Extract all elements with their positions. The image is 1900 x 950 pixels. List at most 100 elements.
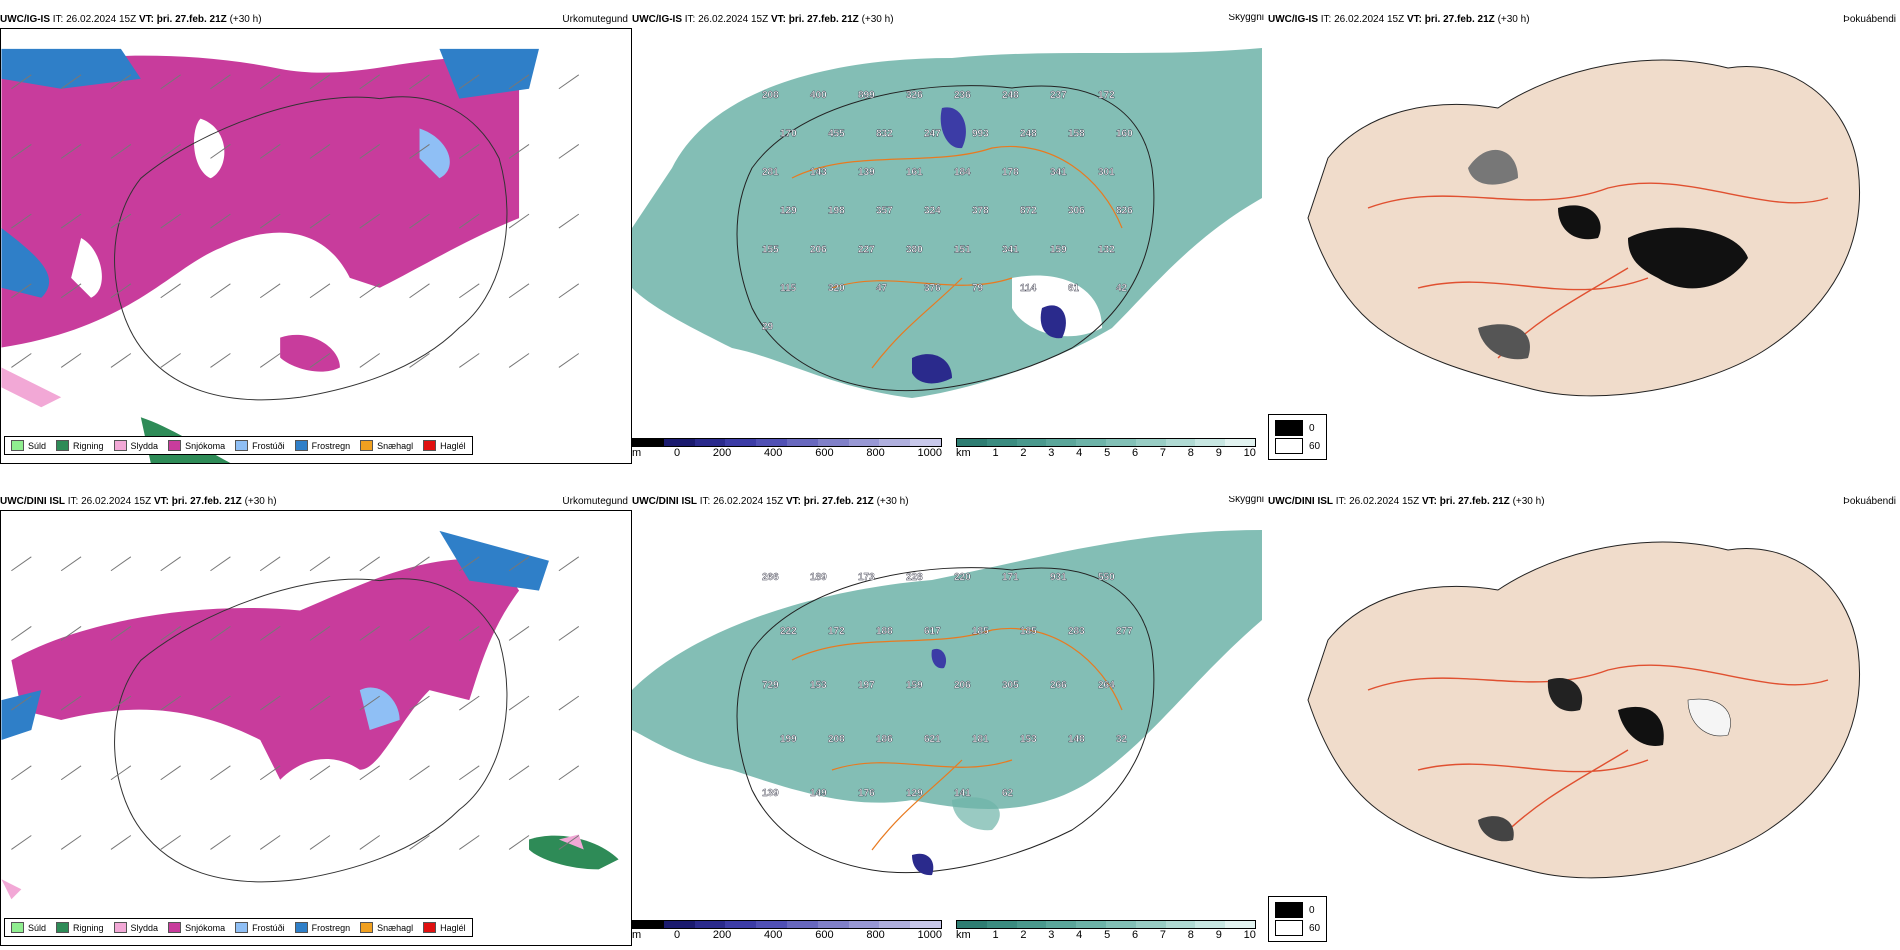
- visibility-value-label: 264: [1098, 680, 1115, 691]
- visibility-value-label: 220: [954, 572, 971, 583]
- scale-cell: [1195, 921, 1226, 928]
- legend-label: Haglél: [440, 922, 466, 933]
- valid-time: þri. 27.feb. 21Z: [788, 14, 859, 25]
- scale-cell: [1165, 439, 1196, 446]
- scale-cell: [756, 921, 787, 928]
- visibility-value-label: 188: [876, 626, 893, 637]
- init-time: 26.02.2024 15Z: [1349, 496, 1420, 507]
- scale-cell: [725, 921, 757, 928]
- visibility-scale-m: m 0 200 400 600 800 1000: [632, 438, 942, 459]
- visibility-value-label: 222: [780, 626, 797, 637]
- scale-cell: [694, 921, 726, 928]
- scale-tick: 8: [1187, 447, 1194, 459]
- legend-swatch: [56, 922, 70, 933]
- legend-item: Slydda: [113, 440, 158, 451]
- scale-cell: [817, 921, 849, 928]
- scale-tick: 5: [1104, 447, 1111, 459]
- visibility-value-label: 206: [810, 244, 827, 255]
- scale-ticks-m: m 0 200 400 600 800 1000: [632, 929, 942, 941]
- precip-panel-1: UWC/IG-IS IT: 26.02.2024 15Z VT: þri. 27…: [0, 14, 632, 464]
- visibility-scale-km: km 1 2 3 4 5 6 7 8 9 10: [956, 920, 1256, 941]
- visibility-value-label: 139: [858, 167, 875, 178]
- model-name: UWC/DINI ISL: [1268, 496, 1333, 507]
- visibility-value-label: 266: [762, 572, 779, 583]
- fog-legend-label: 0: [1309, 904, 1315, 916]
- visibility-value-label: 455: [828, 129, 845, 140]
- lead-time: (+30 h): [244, 496, 277, 507]
- fog-legend: 0 60: [1268, 896, 1328, 942]
- model-name: UWC/DINI ISL: [0, 496, 65, 507]
- visibility-value-label: 132: [1098, 244, 1115, 255]
- scale-tick: 5: [1104, 929, 1111, 941]
- scale-cell: [1076, 921, 1106, 928]
- legend-label: Frostúði: [252, 922, 285, 933]
- valid-time: þri. 27.feb. 21Z: [803, 496, 874, 507]
- scale-tick: 4: [1076, 447, 1083, 459]
- lead-time: (+30 h): [1512, 496, 1545, 507]
- scale-cell: [1046, 921, 1077, 928]
- visibility-value-label: 114: [1020, 283, 1037, 294]
- model-name: UWC/IG-IS: [0, 14, 50, 25]
- panel-header: UWC/IG-IS IT: 26.02.2024 15Z VT: þri. 27…: [632, 14, 1268, 28]
- legend-swatch: [360, 440, 374, 451]
- visibility-value-label: 129: [780, 206, 797, 217]
- visibility-value-label: 341: [1050, 167, 1067, 178]
- visibility-labels: 266 189 173 228 220 171 931 550 222 172 188 617 185 1…: [762, 572, 1134, 799]
- visibility-value-label: 248: [1002, 90, 1019, 101]
- visibility-value-label: 176: [858, 788, 875, 799]
- lead-time: (+30 h): [229, 14, 262, 25]
- visibility-value-label: 115: [780, 283, 797, 294]
- scale-cell: [957, 439, 987, 446]
- scale-tick: 3: [1048, 929, 1055, 941]
- visibility-value-label: 178: [1002, 167, 1019, 178]
- panel-header: UWC/DINI ISL IT: 26.02.2024 15Z VT: þri.…: [0, 496, 632, 510]
- scale-cell: [663, 921, 695, 928]
- visibility-value-label: 149: [810, 788, 827, 799]
- precip-legend: Súld Rigning Slydda Snjókoma Frostúði Frostre…: [4, 918, 473, 937]
- panel-header: UWC/DINI ISL IT: 26.02.2024 15Z VT: þri.…: [1268, 496, 1900, 510]
- it-label: IT:: [1320, 14, 1332, 25]
- scale-tick: 9: [1215, 929, 1222, 941]
- visibility-value-label: 47: [876, 283, 888, 294]
- legend-item: Frostúði: [235, 922, 285, 933]
- visibility-value-label: 237: [1050, 90, 1067, 101]
- legend-label: Frostregn: [311, 922, 351, 933]
- scale-tick: 400: [764, 447, 783, 459]
- fog-legend: 0 60: [1268, 414, 1328, 460]
- lead-time: (+30 h): [861, 14, 894, 25]
- scale-tick: 7: [1159, 929, 1167, 941]
- scale-cell: [725, 439, 757, 446]
- scale-cell: [1135, 439, 1166, 446]
- it-label: IT:: [67, 496, 79, 507]
- it-label: IT:: [699, 496, 711, 507]
- visibility-value-label: 380: [906, 244, 923, 255]
- scale-tick: 600: [815, 447, 834, 459]
- visibility-value-label: 29: [762, 321, 774, 332]
- lead-time: (+30 h): [1497, 14, 1530, 25]
- scale-unit: km: [956, 447, 971, 459]
- legend-swatch: [113, 440, 127, 451]
- visibility-value-label: 172: [1098, 90, 1115, 101]
- legend-swatch: [168, 922, 182, 933]
- legend-item: Rigning: [56, 440, 104, 451]
- scale-tick: 0: [673, 929, 681, 941]
- scale-cell: [848, 439, 880, 446]
- visibility-value-label: 378: [972, 206, 989, 217]
- valid-time: þri. 27.feb. 21Z: [156, 14, 227, 25]
- scale-tick: 4: [1076, 929, 1083, 941]
- scale-tick: 1: [992, 929, 999, 941]
- scale-unit: km: [956, 929, 971, 941]
- product-name: Þokuábendi: [1843, 496, 1896, 507]
- scale-cell: [786, 921, 818, 928]
- visibility-value-label: 729: [762, 680, 779, 691]
- scale-bar-km: [956, 438, 1256, 447]
- scale-cell: [786, 439, 818, 446]
- legend-swatch: [235, 922, 249, 933]
- scale-cell: [1165, 921, 1196, 928]
- legend-item: Slydda: [113, 922, 158, 933]
- scale-bar-m: [632, 920, 942, 929]
- visibility-value-label: 160: [1116, 129, 1133, 140]
- visibility-value-label: 62: [1002, 788, 1014, 799]
- legend-label: Súld: [28, 922, 47, 933]
- fog-legend-row: 0: [1275, 901, 1320, 919]
